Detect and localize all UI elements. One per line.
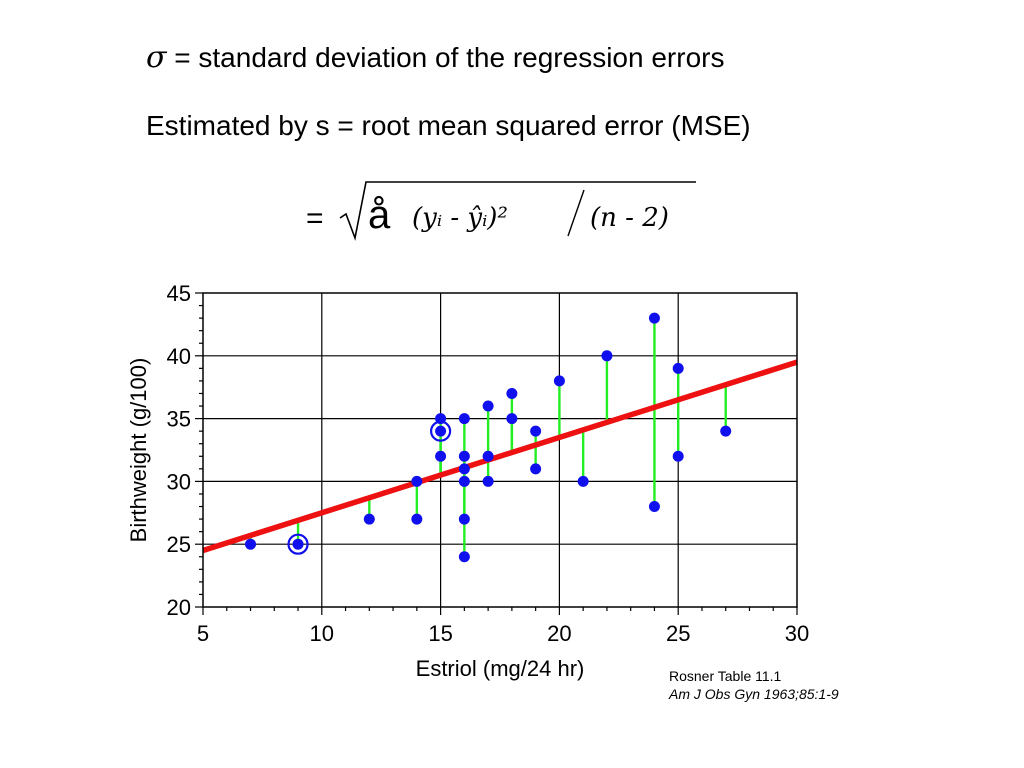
- x-tick-label: 15: [428, 621, 452, 646]
- sum-glyph: å: [368, 193, 391, 237]
- x-tick-label: 20: [547, 621, 571, 646]
- data-point: [435, 425, 447, 437]
- data-point: [363, 513, 375, 525]
- x-tick-label: 25: [666, 621, 690, 646]
- data-point: [482, 450, 494, 462]
- y-tick-label: 35: [167, 407, 191, 432]
- regression-line: [202, 359, 798, 554]
- formula-denominator: (n - 2): [590, 203, 669, 233]
- data-point: [553, 375, 565, 387]
- data-point: [411, 513, 423, 525]
- x-tick-label: 10: [310, 621, 334, 646]
- y-tick-label: 45: [167, 281, 191, 306]
- mse-estimate-text: Estimated by s = root mean squared error…: [146, 110, 751, 141]
- y-tick-label: 25: [167, 532, 191, 557]
- data-point: [506, 413, 518, 425]
- data-point: [458, 513, 470, 525]
- data-point: [245, 538, 257, 550]
- data-point: [720, 425, 732, 437]
- citation: Rosner Table 11.1 Am J Obs Gyn 1963;85:1…: [669, 667, 839, 703]
- data-point: [458, 475, 470, 487]
- x-tick-labels: 5 10 15 20 25 30: [197, 621, 809, 646]
- formula-numerator: (yᵢ - ŷᵢ)²: [412, 203, 508, 233]
- sigma-definition-text: = standard deviation of the regression e…: [174, 42, 725, 73]
- y-tick-labels: 20 25 30 35 40 45: [167, 281, 191, 620]
- x-tick-label: 30: [785, 621, 809, 646]
- data-point: [458, 413, 470, 425]
- data-point: [482, 400, 494, 412]
- fraction-slash: [567, 189, 585, 237]
- data-point: [530, 463, 542, 475]
- y-tick-label: 40: [167, 344, 191, 369]
- y-tick-label: 20: [167, 595, 191, 620]
- data-point: [458, 450, 470, 462]
- x-axis-label: Estriol (mg/24 hr): [416, 656, 585, 681]
- radical-sign: [339, 181, 696, 241]
- y-axis-label: Birthweight (g/100): [126, 358, 151, 543]
- data-point: [458, 463, 470, 475]
- citation-source: Rosner Table 11.1: [669, 668, 782, 684]
- regression-line-group: [202, 359, 798, 554]
- grid-lines: [203, 293, 797, 607]
- data-point: [648, 312, 660, 324]
- citation-journal: Am J Obs Gyn 1963;85:1-9: [669, 686, 839, 702]
- data-point: [411, 475, 423, 487]
- data-point: [458, 551, 470, 563]
- sigma-definition: σ = standard deviation of the regression…: [146, 40, 724, 75]
- data-point: [672, 362, 684, 374]
- plot-frame: [202, 292, 798, 608]
- data-point: [435, 413, 447, 425]
- data-point: [435, 450, 447, 462]
- y-tick-label: 30: [167, 469, 191, 494]
- data-point: [482, 475, 494, 487]
- axis-ticks: [195, 292, 798, 615]
- data-point: [577, 475, 589, 487]
- data-point: [506, 387, 518, 399]
- data-point: [648, 501, 660, 513]
- highlight-ring: [287, 533, 309, 555]
- x-tick-label: 5: [197, 621, 209, 646]
- data-point: [601, 350, 613, 362]
- data-point: [292, 538, 304, 550]
- rmse-formula: = å (yᵢ - ŷᵢ)² (n - 2): [306, 181, 696, 241]
- formula-equals: =: [306, 202, 324, 235]
- data-point: [530, 425, 542, 437]
- data-points: [245, 312, 732, 563]
- sigma-symbol: σ: [146, 40, 167, 75]
- data-point: [672, 450, 684, 462]
